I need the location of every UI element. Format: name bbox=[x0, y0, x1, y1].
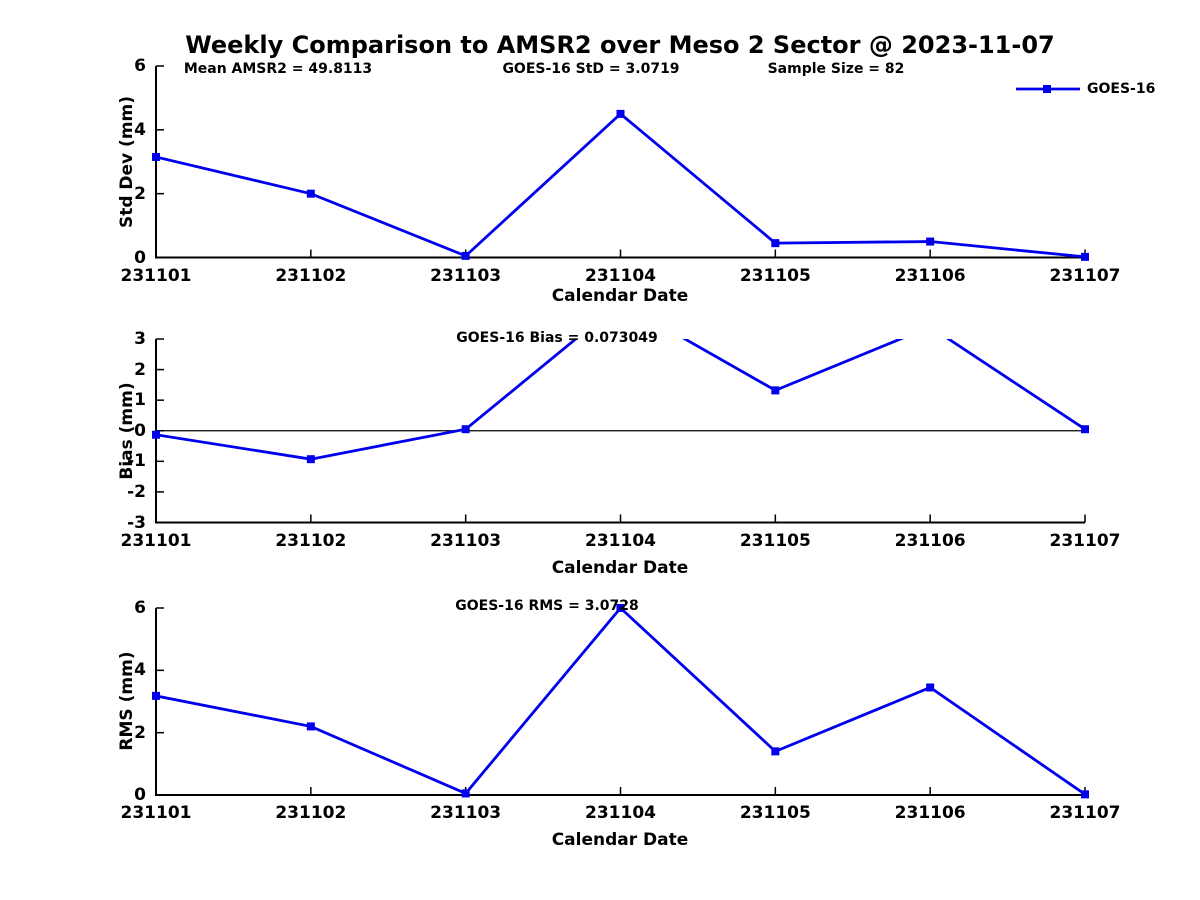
series-marker bbox=[1081, 425, 1089, 434]
y-tick-label: 2 bbox=[134, 359, 146, 380]
y-tick-label: 2 bbox=[134, 183, 146, 204]
x-tick-label: 231106 bbox=[894, 803, 966, 823]
axis-spine bbox=[155, 608, 1085, 796]
x-tick-label: 231106 bbox=[894, 265, 966, 286]
x-tick-label: 231105 bbox=[739, 530, 811, 551]
series-marker bbox=[926, 683, 935, 692]
x-tick-label: 231103 bbox=[430, 530, 502, 551]
series-marker bbox=[1081, 790, 1089, 799]
legend-line-marker-icon bbox=[1016, 85, 1080, 93]
series-marker bbox=[616, 109, 625, 118]
x-tick-label: 231107 bbox=[1049, 803, 1121, 823]
series-marker bbox=[771, 386, 780, 395]
x-axis-label-middle: Calendar Date bbox=[551, 558, 689, 578]
series-marker bbox=[461, 789, 470, 798]
series-marker bbox=[926, 237, 935, 246]
series-marker bbox=[1081, 252, 1089, 261]
x-axis-label-top: Calendar Date bbox=[551, 286, 689, 306]
series-marker bbox=[152, 152, 160, 161]
annotation-goes16-std: GOES-16 StD = 3.0719 bbox=[502, 61, 680, 77]
x-tick-label: 231101 bbox=[120, 265, 192, 286]
y-tick-label: 1 bbox=[134, 390, 146, 411]
series-marker bbox=[771, 747, 780, 756]
y-tick-label: 0 bbox=[134, 785, 146, 805]
y-tick-label: -2 bbox=[127, 481, 146, 502]
x-tick-label: 231102 bbox=[275, 803, 347, 823]
y-tick-label: 4 bbox=[134, 660, 146, 681]
x-tick-label: 231105 bbox=[739, 803, 811, 823]
legend: GOES-16 bbox=[1016, 81, 1155, 97]
y-tick-label: 2 bbox=[134, 722, 146, 743]
x-tick-label: 231106 bbox=[894, 530, 966, 551]
axis-spine bbox=[155, 66, 1085, 259]
annotation-mean-amsr2: Mean AMSR2 = 49.8113 bbox=[183, 61, 373, 77]
chart-title: Weekly Comparison to AMSR2 over Meso 2 S… bbox=[185, 31, 1055, 59]
series-marker bbox=[306, 189, 315, 198]
series-line bbox=[156, 112, 1085, 258]
x-tick-label: 231102 bbox=[275, 265, 347, 286]
y-tick-label: 6 bbox=[134, 56, 146, 76]
series-marker bbox=[771, 239, 780, 248]
legend-label: GOES-16 bbox=[1087, 81, 1156, 97]
x-tick-label: 231104 bbox=[585, 803, 656, 823]
x-tick-label: 231102 bbox=[275, 530, 347, 551]
x-tick-label: 231107 bbox=[1049, 265, 1121, 286]
series-marker bbox=[152, 691, 160, 700]
y-tick-label: -1 bbox=[127, 451, 146, 472]
y-tick-label: 0 bbox=[134, 420, 146, 441]
x-tick-label: 231107 bbox=[1049, 530, 1121, 551]
series-marker bbox=[616, 604, 625, 612]
y-axis-label-stddev: Std Dev (mm) bbox=[117, 95, 137, 229]
x-tick-label: 231105 bbox=[739, 265, 811, 286]
series-marker bbox=[461, 251, 470, 260]
annotation-goes16-rms: GOES-16 RMS = 3.0728 bbox=[455, 598, 639, 614]
series-line bbox=[156, 339, 1085, 461]
y-tick-label: -3 bbox=[127, 512, 146, 533]
x-tick-label: 231104 bbox=[585, 265, 656, 286]
x-tick-label: 231104 bbox=[585, 530, 656, 551]
annotation-goes16-bias: GOES-16 Bias = 0.073049 bbox=[456, 330, 658, 346]
x-axis-label-bottom: Calendar Date bbox=[551, 830, 689, 850]
x-tick-label: 231103 bbox=[430, 803, 502, 823]
series-marker bbox=[152, 430, 160, 439]
series-marker bbox=[306, 722, 315, 731]
y-tick-label: 6 bbox=[134, 598, 146, 618]
y-tick-label: 3 bbox=[134, 329, 146, 349]
series-marker bbox=[461, 425, 470, 434]
series-line bbox=[156, 608, 1085, 795]
x-tick-label: 231101 bbox=[120, 803, 192, 823]
series-marker bbox=[306, 455, 315, 464]
y-tick-label: 4 bbox=[134, 119, 146, 140]
x-tick-label: 231101 bbox=[120, 530, 192, 551]
y-tick-label: 0 bbox=[134, 247, 146, 268]
x-tick-label: 231103 bbox=[430, 265, 502, 286]
annotation-sample-size: Sample Size = 82 bbox=[767, 61, 905, 77]
